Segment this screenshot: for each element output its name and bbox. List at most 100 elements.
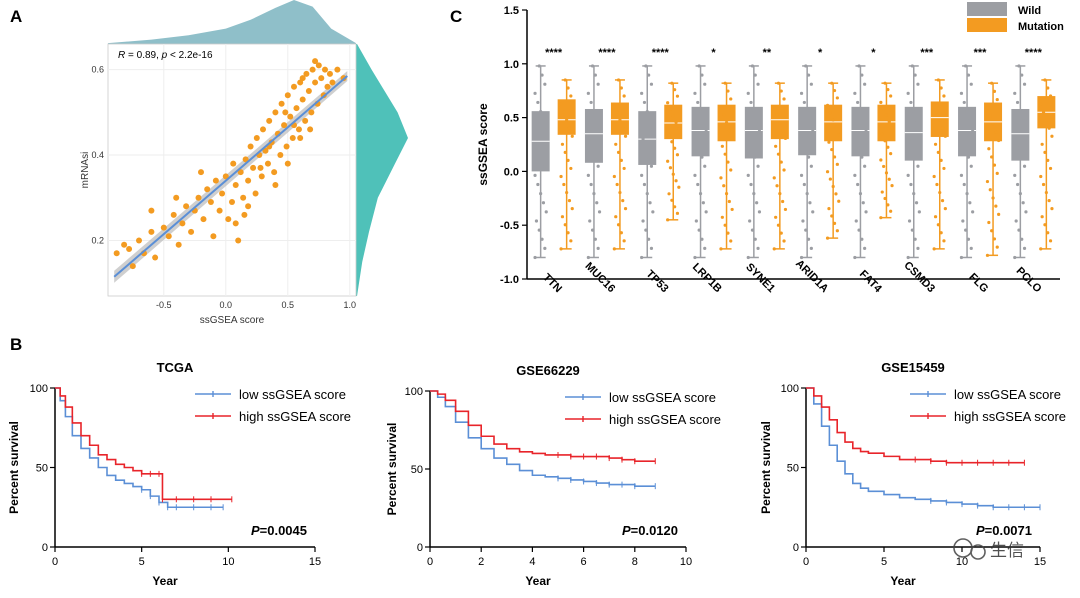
box-point <box>588 137 592 141</box>
box-point <box>886 87 890 92</box>
box-point <box>693 91 697 95</box>
box-point <box>570 134 574 138</box>
km-x-tick-label: 15 <box>1034 556 1046 568</box>
box-point <box>914 119 919 123</box>
km-y-tick-label: 100 <box>781 383 799 395</box>
box-point <box>912 109 916 114</box>
category-label: ARID1A <box>793 258 830 295</box>
box-point <box>776 152 781 156</box>
box-point <box>746 91 750 95</box>
box-point <box>593 73 597 77</box>
scatter-point <box>308 109 315 116</box>
box-point <box>884 171 889 175</box>
box-point <box>936 223 940 227</box>
box-point <box>830 81 834 85</box>
scatter-point <box>210 233 217 240</box>
km-x-tick-label: 10 <box>680 556 692 568</box>
scatter-point <box>272 109 279 116</box>
box-point <box>966 73 971 77</box>
box-point <box>619 231 623 235</box>
box-point <box>724 192 729 196</box>
box-point <box>540 237 544 241</box>
box-point <box>696 100 700 105</box>
box-point <box>991 122 995 126</box>
box-point <box>879 216 883 220</box>
km-x-axis-title: Year <box>525 574 551 588</box>
panel-label-a: A <box>10 7 22 26</box>
scatter-point <box>229 199 235 206</box>
box-point <box>698 109 703 114</box>
box-point <box>616 150 621 154</box>
box-point <box>854 219 858 223</box>
box-point <box>701 201 705 205</box>
km-x-tick-label: 10 <box>956 556 968 568</box>
box-point <box>563 78 567 82</box>
km-legend-label: low ssGSEA score <box>609 390 716 405</box>
box-point <box>1046 86 1050 90</box>
box-point <box>961 137 965 141</box>
box-point <box>910 146 914 150</box>
box-point <box>675 94 680 98</box>
box-point <box>703 164 707 168</box>
km-x-tick-label: 15 <box>309 556 321 568</box>
box-point <box>727 199 731 204</box>
scatter-point <box>188 228 195 235</box>
box-point <box>569 239 573 243</box>
box-point <box>752 192 756 196</box>
box-point <box>985 179 990 184</box>
box-point <box>614 142 618 146</box>
box-point <box>595 201 599 205</box>
box-point <box>1039 102 1043 106</box>
box-point <box>942 94 946 98</box>
box-point <box>939 86 943 90</box>
box-point <box>596 246 600 250</box>
box-point <box>612 247 616 251</box>
box-point <box>997 138 1001 143</box>
box-point <box>932 247 936 251</box>
box-point <box>667 192 671 196</box>
watermark-text: 生信 <box>990 541 1024 560</box>
box-point <box>541 201 546 205</box>
box-point <box>1013 173 1017 177</box>
box-point <box>910 228 914 232</box>
box-point <box>997 212 1001 216</box>
box-point <box>857 64 861 68</box>
box-point <box>832 221 837 225</box>
box-point <box>615 182 619 187</box>
category-label: CSMD3 <box>901 259 937 295</box>
box-point <box>936 78 940 82</box>
x-tick-label: 0.5 <box>282 300 295 310</box>
boxplot-legend: Wild Mutation <box>967 2 1064 33</box>
box-point <box>802 182 806 187</box>
km-y-tick-label: 0 <box>417 542 423 554</box>
box-point <box>647 237 651 241</box>
box-point <box>1046 158 1050 162</box>
box-point <box>1041 110 1046 114</box>
box-point <box>805 192 809 196</box>
box-point <box>1039 174 1043 179</box>
legend-swatch-wild <box>967 2 1007 16</box>
box-point <box>886 203 890 207</box>
box-point <box>730 207 734 212</box>
scatter-point <box>148 207 155 214</box>
box-point <box>864 210 868 214</box>
box-point <box>533 91 537 95</box>
km-x-tick-label: 0 <box>803 556 809 568</box>
box-point <box>723 152 727 156</box>
box-iqr <box>851 106 870 157</box>
category-label: LRP1B <box>690 261 724 295</box>
km-panel-gse15459: GSE15459 0 50 100 0 5 10 15 Year Percent survival… <box>759 360 1066 588</box>
box-point <box>907 137 912 141</box>
box-point <box>612 174 616 179</box>
box-point <box>704 128 708 132</box>
scatter-point <box>334 66 341 73</box>
box-point <box>1039 247 1043 251</box>
watermark-logo-icon-2 <box>970 544 986 560</box>
km-x-tick-label: 8 <box>632 556 638 568</box>
box-point <box>749 100 753 105</box>
box-point <box>559 102 563 106</box>
box-point <box>837 199 841 203</box>
box-point <box>1047 199 1051 203</box>
box-point <box>856 100 860 105</box>
significance-label: * <box>818 47 823 59</box>
